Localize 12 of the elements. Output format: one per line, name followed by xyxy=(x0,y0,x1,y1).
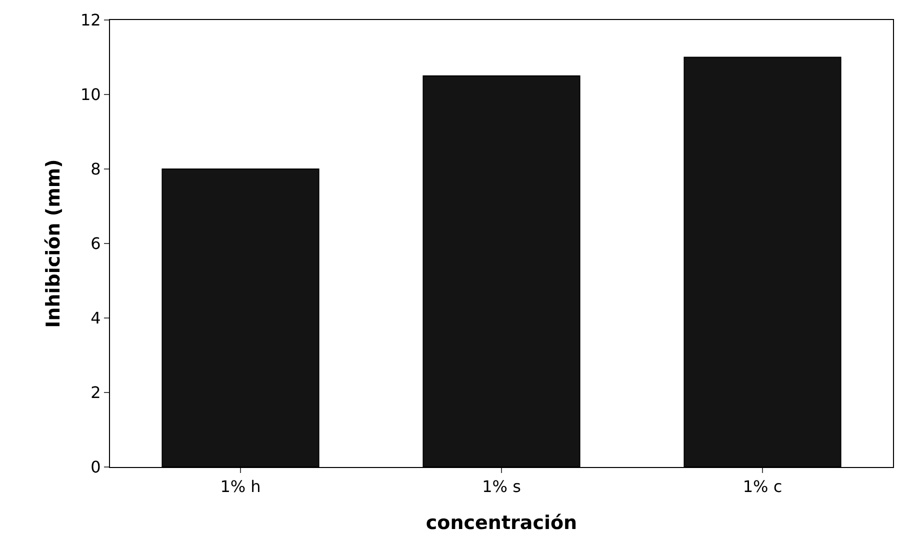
x-tick-label: 1% s xyxy=(482,477,521,496)
y-tick-label: 0 xyxy=(90,458,101,477)
y-axis-title: Inhibición (mm) xyxy=(42,159,64,328)
y-tick-label: 2 xyxy=(90,383,101,402)
y-tick-label: 4 xyxy=(90,308,101,328)
x-tick-label: 1% h xyxy=(220,477,261,496)
y-tick-label: 8 xyxy=(90,160,101,179)
y-tick-label: 10 xyxy=(80,85,101,104)
x-tick-label: 1% c xyxy=(742,477,782,496)
y-tick-label: 12 xyxy=(80,10,101,30)
x-axis-title: concentración xyxy=(426,512,578,534)
y-tick-label: 6 xyxy=(90,234,101,254)
